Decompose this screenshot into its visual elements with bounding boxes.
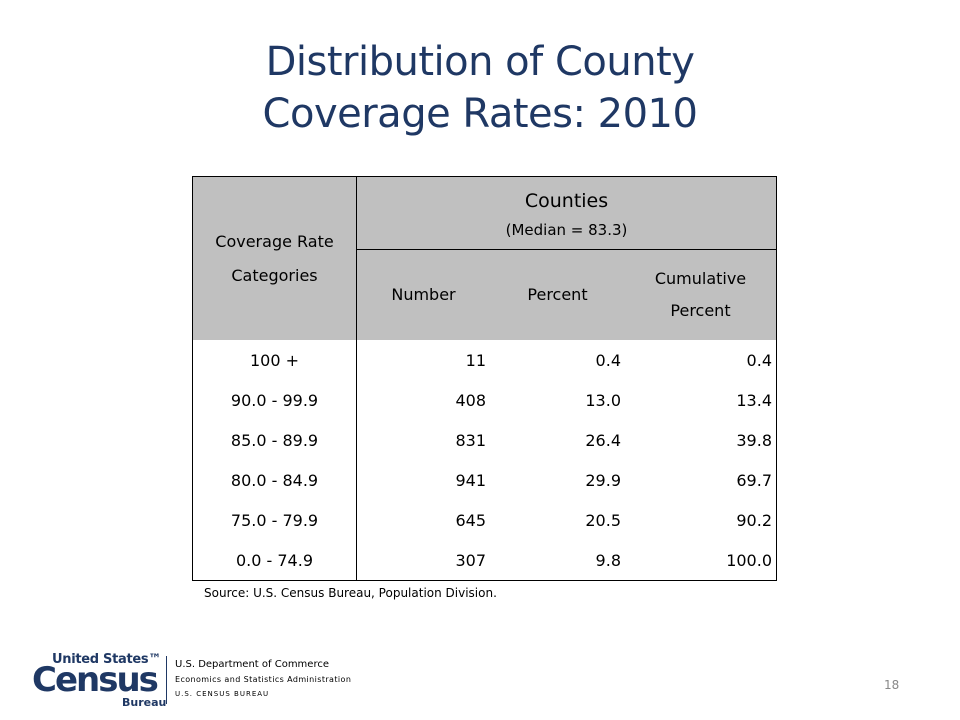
row-category: 100 + bbox=[192, 340, 357, 380]
row-cumulative: 0.4 bbox=[625, 340, 777, 380]
row-percent: 9.8 bbox=[490, 540, 625, 581]
header-category-line1: Coverage Rate bbox=[215, 231, 334, 251]
header-cumulative-line1: Cumulative bbox=[654, 269, 747, 288]
row-category: 75.0 - 79.9 bbox=[192, 500, 357, 540]
row-number: 307 bbox=[356, 540, 490, 581]
row-number: 645 bbox=[455, 510, 486, 530]
table-row: 80.0 - 84.9 941 29.9 69.7 bbox=[192, 460, 777, 500]
row-cumulative: 69.7 bbox=[625, 460, 777, 500]
header-category-line2: Categories bbox=[231, 265, 318, 285]
row-cumulative: 90.2 bbox=[625, 500, 777, 540]
row-cumulative: 13.4 bbox=[625, 380, 777, 420]
header-percent: Percent bbox=[490, 249, 625, 340]
row-percent: 0.4 bbox=[595, 350, 621, 370]
row-number: 11 bbox=[465, 350, 486, 370]
row-percent: 29.9 bbox=[585, 470, 621, 490]
table-row: 85.0 - 89.9 831 26.4 39.8 bbox=[192, 420, 777, 460]
logo-united-states: United States™ bbox=[52, 652, 162, 667]
row-number: 408 bbox=[455, 390, 486, 410]
header-coverage-rate-categories: Coverage Rate Categories bbox=[192, 176, 357, 340]
row-cumulative: 100.0 bbox=[625, 540, 777, 581]
row-number: 941 bbox=[455, 470, 486, 490]
header-number: Number bbox=[356, 249, 490, 340]
slide-title: Distribution of County Coverage Rates: 2… bbox=[0, 36, 960, 140]
header-median: (Median = 83.3) bbox=[505, 220, 628, 239]
census-bureau-logo: United States™ Census Bureau bbox=[32, 652, 166, 709]
slide-title-line2: Coverage Rates: 2010 bbox=[262, 91, 698, 137]
row-percent: 26.4 bbox=[585, 430, 621, 450]
footer-dept-commerce: U.S. Department of Commerce bbox=[175, 659, 329, 670]
row-percent: 13.0 bbox=[585, 390, 621, 410]
logo-bureau: Bureau bbox=[122, 696, 167, 709]
header-counties: Counties (Median = 83.3) bbox=[356, 176, 777, 250]
header-counties-label: Counties bbox=[524, 189, 609, 212]
row-category: 90.0 - 99.9 bbox=[192, 380, 357, 420]
footer-dept-bureau: U.S. CENSUS BUREAU bbox=[175, 690, 270, 698]
table-row: 75.0 - 79.9 645 20.5 90.2 bbox=[192, 500, 777, 540]
source-note: Source: U.S. Census Bureau, Population D… bbox=[204, 586, 497, 600]
coverage-rate-table: Coverage Rate Categories Counties (Media… bbox=[192, 176, 777, 581]
table-row: 90.0 - 99.9 408 13.0 13.4 bbox=[192, 380, 777, 420]
row-number: 831 bbox=[455, 430, 486, 450]
row-cumulative: 39.8 bbox=[625, 420, 777, 460]
footer-dept-esa: Economics and Statistics Administration bbox=[175, 675, 352, 684]
row-category: 0.0 - 74.9 bbox=[192, 540, 357, 581]
header-cumulative-percent: Cumulative Percent bbox=[625, 249, 777, 340]
logo-census: Census bbox=[32, 660, 159, 700]
slide-title-line1: Distribution of County bbox=[265, 39, 695, 85]
table-row: 0.0 - 74.9 307 9.8 100.0 bbox=[192, 540, 777, 581]
row-percent: 20.5 bbox=[585, 510, 621, 530]
header-cumulative-line2: Percent bbox=[670, 301, 731, 320]
footer-divider bbox=[166, 656, 167, 704]
row-category: 85.0 - 89.9 bbox=[192, 420, 357, 460]
page-number: 18 bbox=[884, 678, 900, 692]
row-category: 80.0 - 84.9 bbox=[192, 460, 357, 500]
footer-department: U.S. Department of Commerce Economics an… bbox=[175, 658, 351, 700]
table-row: 100 + 11 0.4 0.4 bbox=[192, 340, 777, 380]
